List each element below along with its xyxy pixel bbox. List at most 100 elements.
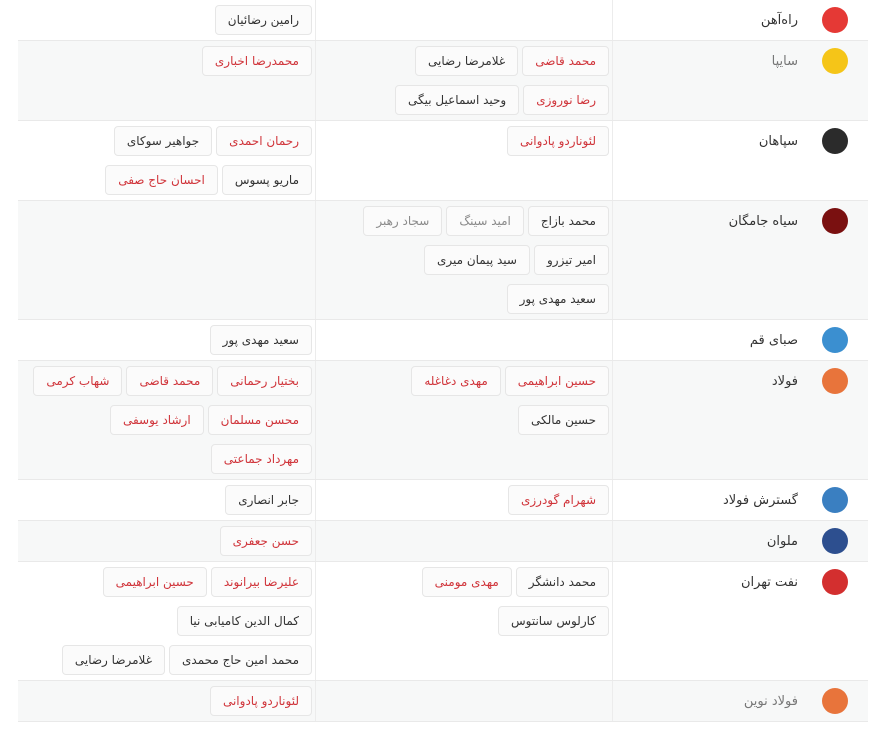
- player-tag[interactable]: مهرداد جماعتی: [210, 444, 312, 474]
- player-tag[interactable]: ماریو پسوس: [221, 165, 312, 195]
- team-cell[interactable]: سیاه جامگان: [612, 201, 868, 319]
- table-row: سپاهان لئوناردو پادوانی رحمان احمدی جواهیر …: [18, 121, 868, 201]
- player-tag[interactable]: علیرضا بیرانوند: [210, 567, 312, 597]
- saba-logo-icon: [822, 327, 848, 353]
- table-row: نفت تهران محمد دانشگر مهدی مومنی کارلوس سان…: [18, 562, 868, 681]
- player-tag[interactable]: سجاد رهبر: [363, 206, 443, 236]
- tag-line: بختیار رحمانی محمد قاضی شهاب کرمی: [18, 366, 312, 396]
- team-cell[interactable]: ملوان: [612, 521, 868, 561]
- player-tag[interactable]: مهدی مومنی: [421, 567, 512, 597]
- team-cell[interactable]: فولاد: [612, 361, 868, 479]
- player-tag[interactable]: محمدرضا اخباری: [201, 46, 312, 76]
- tag-line: سعید مهدی پور: [18, 325, 312, 355]
- mid-players-cell: [315, 0, 612, 40]
- left-players-cell: سعید مهدی پور: [18, 320, 315, 360]
- player-tag[interactable]: حسین مالکی: [517, 405, 609, 435]
- player-tag[interactable]: شهرام گودرزی: [507, 485, 609, 515]
- team-cell[interactable]: صبای قم: [612, 320, 868, 360]
- team-name[interactable]: ملوان: [766, 534, 798, 549]
- player-tag[interactable]: سید پیمان میری: [423, 245, 530, 275]
- player-tag[interactable]: مهدی دغاغله: [411, 366, 501, 396]
- player-tag[interactable]: غلامرضا رضایی: [415, 46, 519, 76]
- tag-line: مهرداد جماعتی: [18, 444, 312, 474]
- table-row: سیاه جامگان محمد بازاج امید سینگ سجاد رهبر ا…: [18, 201, 868, 320]
- left-players-cell: بختیار رحمانی محمد قاضی شهاب کرمی محسن مسلم…: [18, 361, 315, 479]
- player-tag[interactable]: رضا نوروزی: [523, 85, 609, 115]
- fooladnovin-logo-icon: [822, 688, 848, 714]
- player-tag[interactable]: بختیار رحمانی: [217, 366, 312, 396]
- player-tag[interactable]: غلامرضا رضایی: [61, 645, 165, 675]
- tag-line: لئوناردو پادوانی: [316, 126, 609, 156]
- team-cell[interactable]: راه‌آهن: [612, 0, 868, 40]
- player-tag[interactable]: رامین رضائیان: [214, 5, 312, 35]
- player-tag[interactable]: محسن مسلمان: [207, 405, 312, 435]
- player-tag[interactable]: امید سینگ: [446, 206, 524, 236]
- player-tag[interactable]: سعید مهدی پور: [209, 325, 312, 355]
- team-cell[interactable]: فولاد نوین: [612, 681, 868, 721]
- player-tag[interactable]: وحید اسماعیل بیگی: [395, 85, 520, 115]
- tag-line: رحمان احمدی جواهیر سوکای: [18, 126, 312, 156]
- tag-line: کارلوس سانتوس: [316, 606, 609, 636]
- team-name[interactable]: گسترش فولاد: [722, 493, 798, 508]
- table-row: ملوان حسن جعفری: [18, 521, 868, 562]
- left-players-cell: رحمان احمدی جواهیر سوکای ماریو پسوس احسان ح…: [18, 121, 315, 200]
- player-tag[interactable]: امیر تیزرو: [534, 245, 609, 275]
- player-tag[interactable]: محمد قاضی: [126, 366, 214, 396]
- saipa-logo-icon: [822, 48, 848, 74]
- player-tag[interactable]: شهاب کرمی: [33, 366, 123, 396]
- left-players-cell: علیرضا بیرانوند حسین ابراهیمی کمال الدین ک…: [18, 562, 315, 680]
- tag-line: رضا نوروزی وحید اسماعیل بیگی: [316, 85, 609, 115]
- tag-line: محمد دانشگر مهدی مومنی: [316, 567, 609, 597]
- player-tag[interactable]: احسان حاج صفی: [105, 165, 218, 195]
- mid-players-cell: محمد دانشگر مهدی مومنی کارلوس سانتوس: [315, 562, 612, 680]
- player-tag[interactable]: رحمان احمدی: [216, 126, 312, 156]
- team-cell[interactable]: نفت تهران: [612, 562, 868, 680]
- team-name[interactable]: سایپا: [771, 54, 798, 69]
- tag-line: حسین مالکی: [316, 405, 609, 435]
- player-tag[interactable]: حسین ابراهیمی: [504, 366, 609, 396]
- player-tag[interactable]: محمد دانشگر: [515, 567, 609, 597]
- player-tag[interactable]: حسن جعفری: [219, 526, 312, 556]
- rahahan-logo-icon: [822, 7, 848, 33]
- left-players-cell: لئوناردو پادوانی: [18, 681, 315, 721]
- tag-line: کمال الدین کامیابی نیا: [18, 606, 312, 636]
- player-tag[interactable]: ارشاد یوسفی: [109, 405, 204, 435]
- player-tag[interactable]: سعید مهدی پور: [506, 284, 609, 314]
- team-name[interactable]: فولاد نوین: [743, 694, 798, 709]
- team-name[interactable]: راه‌آهن: [760, 13, 798, 28]
- table-row: فولاد نوین لئوناردو پادوانی: [18, 681, 868, 722]
- team-cell[interactable]: سپاهان: [612, 121, 868, 200]
- tag-line: حسن جعفری: [18, 526, 312, 556]
- tag-line: حسین ابراهیمی مهدی دغاغله: [316, 366, 609, 396]
- tag-line: لئوناردو پادوانی: [18, 686, 312, 716]
- player-tag[interactable]: کارلوس سانتوس: [497, 606, 609, 636]
- mid-players-cell: شهرام گودرزی: [315, 480, 612, 520]
- team-name[interactable]: فولاد: [771, 374, 798, 389]
- player-tag[interactable]: محمد بازاج: [527, 206, 609, 236]
- table-row: صبای قم سعید مهدی پور: [18, 320, 868, 361]
- left-players-cell: [18, 201, 315, 319]
- team-name[interactable]: نفت تهران: [740, 575, 798, 590]
- player-tag[interactable]: محمد امین حاج محمدی: [169, 645, 312, 675]
- player-tag[interactable]: جابر انصاری: [225, 485, 312, 515]
- player-tag[interactable]: حسین ابراهیمی: [102, 567, 207, 597]
- player-tag[interactable]: محمد قاضی: [522, 46, 609, 76]
- left-players-cell: رامین رضائیان: [18, 0, 315, 40]
- player-tag[interactable]: لئوناردو پادوانی: [209, 686, 312, 716]
- naft-logo-icon: [822, 569, 848, 595]
- mid-players-cell: [315, 681, 612, 721]
- mid-players-cell: محمد بازاج امید سینگ سجاد رهبر امیر تیزرو سی…: [315, 201, 612, 319]
- team-cell[interactable]: سایپا: [612, 41, 868, 120]
- tag-line: محمد بازاج امید سینگ سجاد رهبر: [316, 206, 609, 236]
- team-name[interactable]: صبای قم: [749, 333, 798, 348]
- team-cell[interactable]: گسترش فولاد: [612, 480, 868, 520]
- player-tag[interactable]: لئوناردو پادوانی: [506, 126, 609, 156]
- mid-players-cell: [315, 320, 612, 360]
- foolad-logo-icon: [822, 368, 848, 394]
- team-name[interactable]: سپاهان: [758, 134, 798, 149]
- player-tag[interactable]: کمال الدین کامیابی نیا: [176, 606, 312, 636]
- team-name[interactable]: سیاه جامگان: [728, 214, 798, 229]
- table-row: سایپا محمد قاضی غلامرضا رضایی رضا نوروزی وحی…: [18, 41, 868, 121]
- player-tag[interactable]: جواهیر سوکای: [113, 126, 213, 156]
- tag-line: محمدرضا اخباری: [18, 46, 312, 76]
